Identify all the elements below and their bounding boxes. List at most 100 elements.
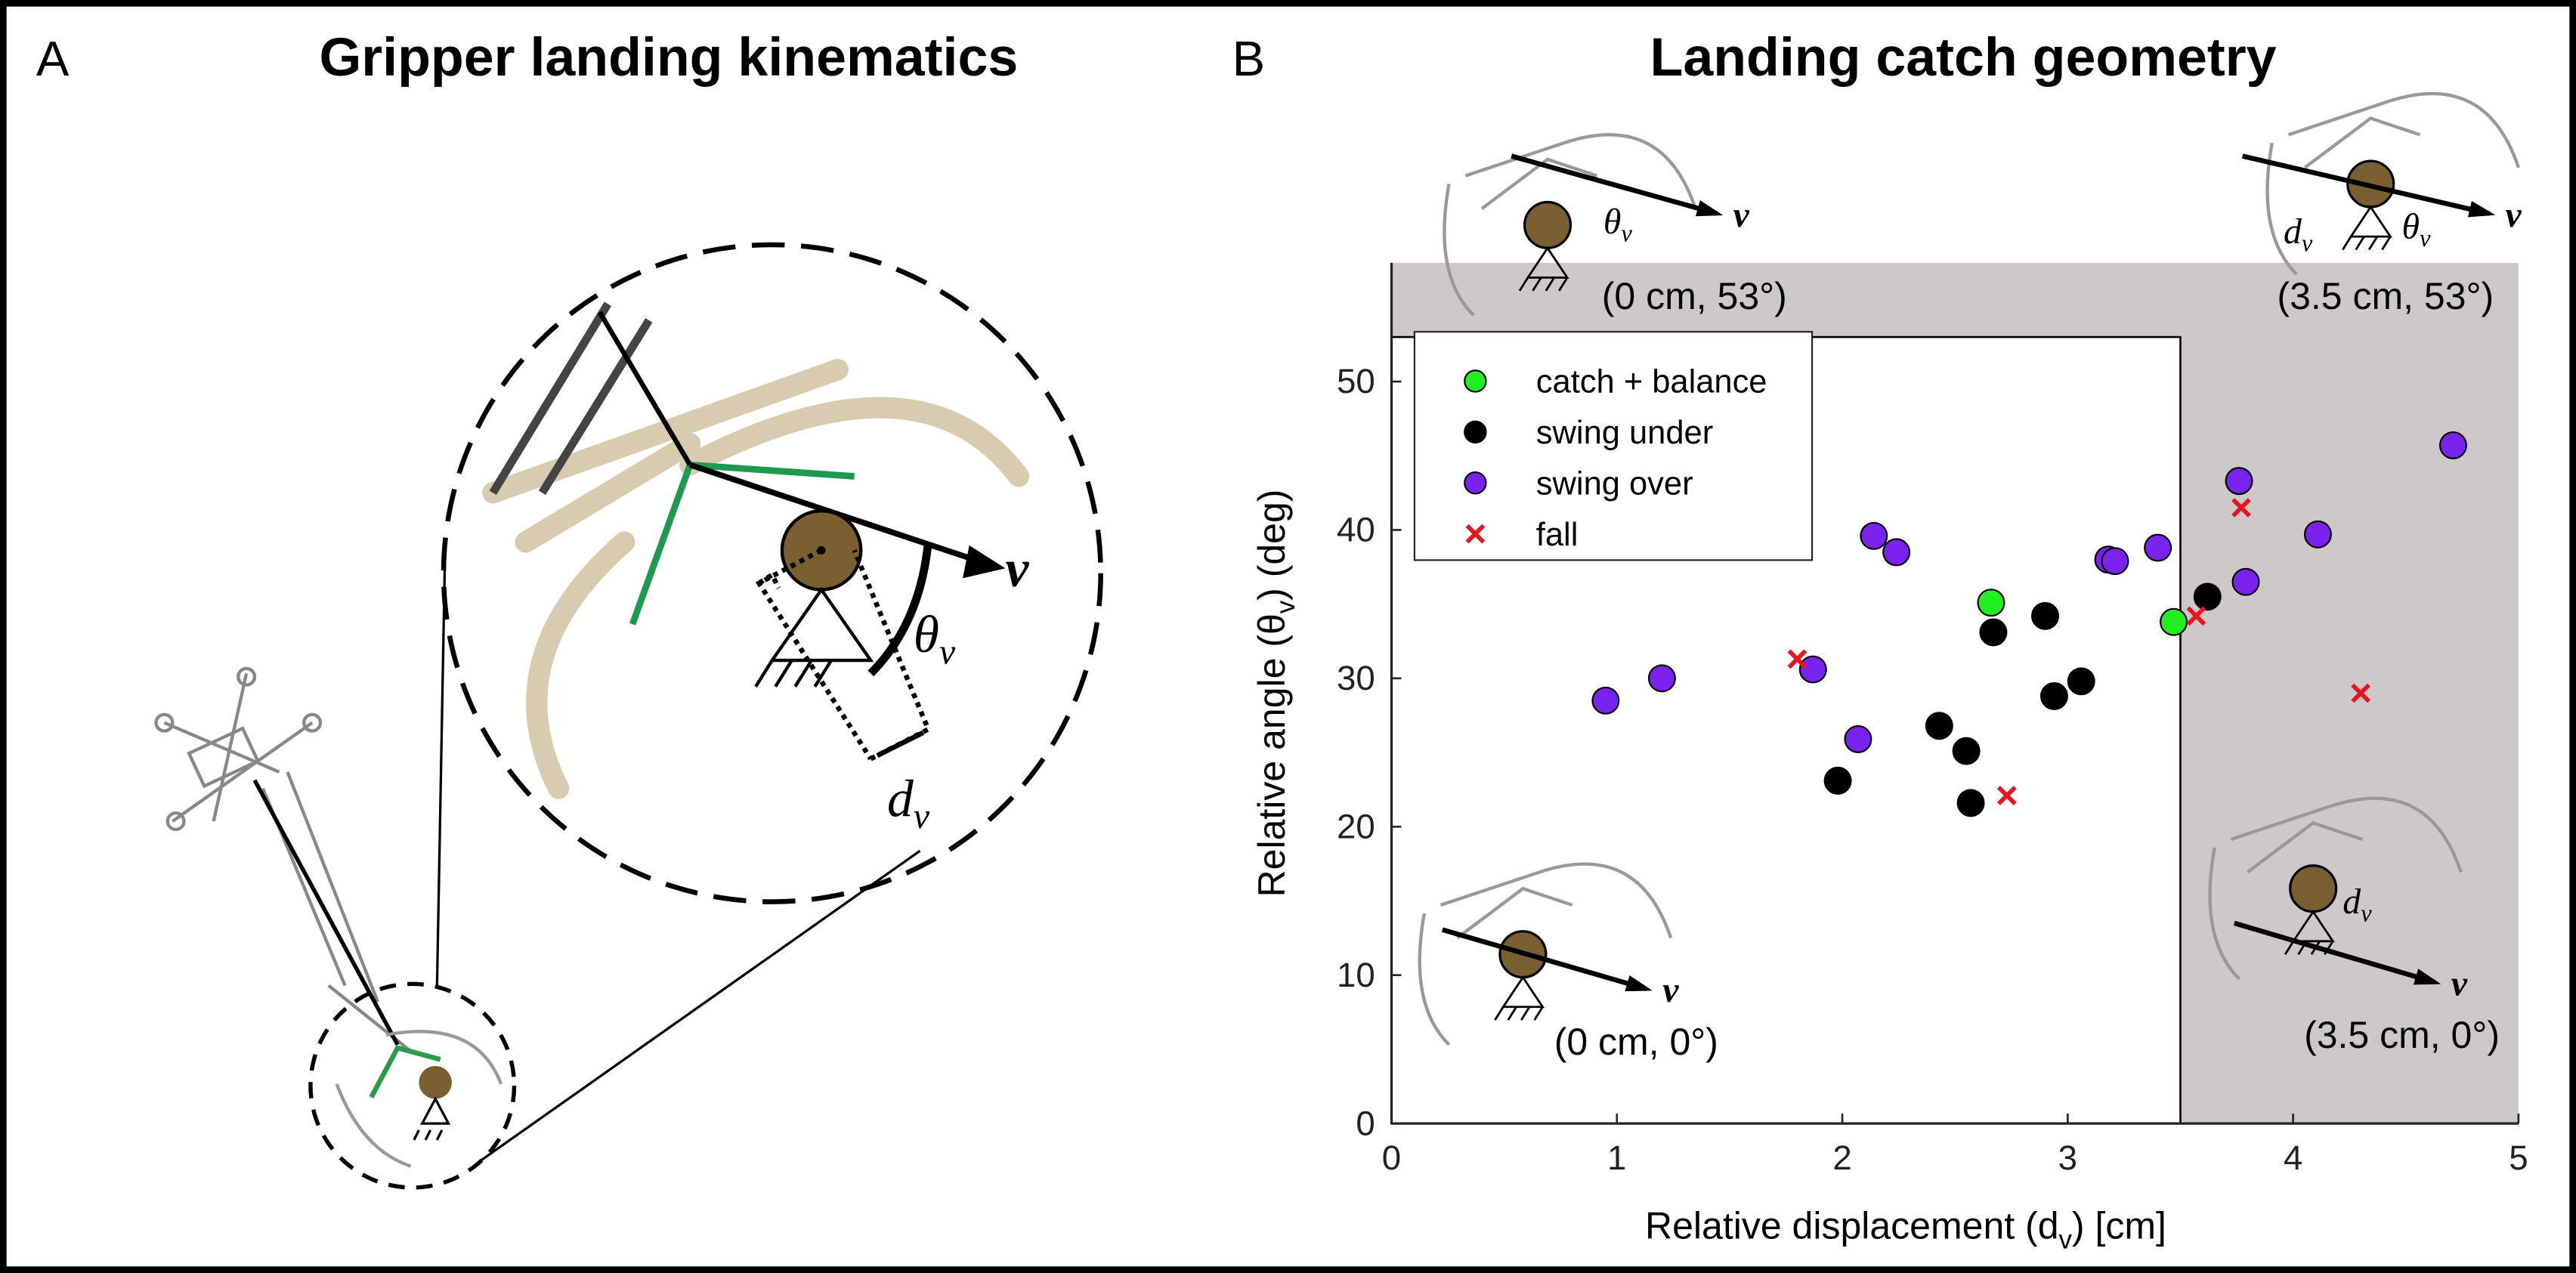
symbol-text: θ [914, 606, 939, 664]
legend-label: catch + balance [1536, 364, 1767, 400]
contact-body [1523, 200, 1573, 249]
legend-label: swing under [1536, 415, 1713, 451]
insets: vθv(0 cm, 53°)vdv θv(3.5 cm, 53°)v(0 cm, … [1418, 91, 2522, 1063]
symbol: θv [2402, 206, 2432, 252]
legend-label: fall [1536, 517, 1579, 553]
symbol-v: v [1733, 195, 1750, 235]
gripper-outline [1443, 133, 1697, 317]
y-tick-label: 50 [1337, 362, 1375, 400]
label-sub: v [2059, 1225, 2073, 1254]
point [1591, 686, 1620, 715]
point [2351, 683, 2370, 703]
arrow-head [2467, 201, 2496, 218]
point [1798, 655, 1827, 684]
point [1925, 712, 1953, 740]
symbol-v: v [1006, 540, 1030, 598]
x-tick-label: 1 [1607, 1139, 1626, 1177]
point [2225, 467, 2253, 496]
y-tick-label: 0 [1356, 1104, 1375, 1142]
ground-support [2284, 910, 2335, 955]
symbol-sub: v [2420, 225, 2431, 252]
point [1952, 737, 1981, 765]
symbol-v: v [1662, 970, 1679, 1010]
symbol-text: d [2343, 882, 2361, 922]
gripper-outline [1418, 862, 1673, 1046]
point [1844, 725, 1872, 753]
x-tick-label: 3 [2058, 1139, 2077, 1177]
inset-label: (0 cm, 0°) [1554, 1021, 1718, 1063]
legend-marker [1464, 471, 1487, 495]
illustration-a [154, 242, 1103, 1190]
symbol-sub: v [914, 796, 930, 836]
arrow-head [1625, 975, 1653, 992]
contact-body [2289, 864, 2338, 913]
label-text: Relative displacement (d [1645, 1204, 2059, 1247]
inset-label: (3.5 cm, 53°) [2277, 275, 2494, 317]
legend: catch + balance swing under swing over fall [1413, 331, 1814, 561]
symbol-text: θ [2402, 206, 2420, 246]
ground-support [1518, 246, 1569, 292]
symbol-sub: v [1621, 221, 1632, 248]
symbol-v: v [2451, 964, 2468, 1004]
point [1977, 589, 2005, 617]
gripper-outline [2208, 796, 2463, 981]
point [1979, 618, 2008, 647]
x-tick-label: 5 [2509, 1139, 2528, 1177]
point [1860, 521, 1888, 550]
symbol: θv [1603, 202, 1633, 248]
symbol-v: v [2506, 195, 2522, 235]
symbol-sub: v [2361, 901, 2372, 928]
symbol-text: d [2284, 212, 2302, 252]
legend-marker [1464, 420, 1487, 444]
chart-title: Landing catch geometry [1650, 27, 2277, 88]
arrow-head [2413, 969, 2441, 985]
symbol: dv [2284, 212, 2313, 258]
point [2144, 533, 2172, 562]
symbol-text: d [887, 771, 914, 829]
symbol-theta: θv [914, 606, 956, 672]
point [2160, 607, 2188, 636]
inset-label: (0 cm, 53°) [1602, 275, 1787, 317]
velocity-arrow [2241, 153, 2490, 216]
symbol-sub: v [939, 632, 956, 672]
point [1956, 789, 1985, 817]
point [1823, 766, 1852, 795]
point [1787, 649, 1808, 669]
label-text: ) [cm] [2072, 1204, 2166, 1247]
panel-label: A [36, 31, 70, 86]
symbol-text: θ [1603, 202, 1622, 242]
point [2031, 601, 2059, 630]
point [2303, 520, 2332, 548]
velocity-arrow [1441, 927, 1647, 991]
legend-box [1413, 331, 1814, 561]
label-text: ) (deg) [1251, 490, 1293, 601]
ground-support [2342, 205, 2392, 251]
y-axis-label: Relative angle (θv) (deg) [1251, 490, 1300, 898]
point [2231, 498, 2251, 518]
point [2067, 667, 2095, 696]
y-tick-label: 40 [1337, 511, 1375, 549]
arrow-head [1695, 200, 1724, 217]
point [1882, 538, 1911, 567]
ground-support [1494, 975, 1545, 1021]
velocity-arrow [2233, 920, 2435, 985]
point [2101, 547, 2129, 576]
y-tick-label: 10 [1337, 956, 1375, 994]
point [2231, 567, 2260, 596]
legend-label: swing over [1536, 465, 1693, 502]
point [1996, 786, 2017, 805]
panel-label: B [1232, 31, 1266, 86]
point [2039, 681, 2068, 710]
y-tick-label: 30 [1337, 659, 1375, 697]
x-axis-label: Relative displacement (dv) [cm] [1645, 1204, 2166, 1254]
legend-marker [1465, 524, 1486, 544]
point [2193, 582, 2222, 611]
x-tick-label: 4 [2284, 1139, 2302, 1177]
y-tick-label: 20 [1337, 808, 1375, 846]
legend-marker [1464, 369, 1487, 393]
symbol: dv [2343, 882, 2372, 928]
label-sub: v [1272, 600, 1300, 613]
inset-label: (3.5 cm, 0°) [2304, 1014, 2500, 1056]
